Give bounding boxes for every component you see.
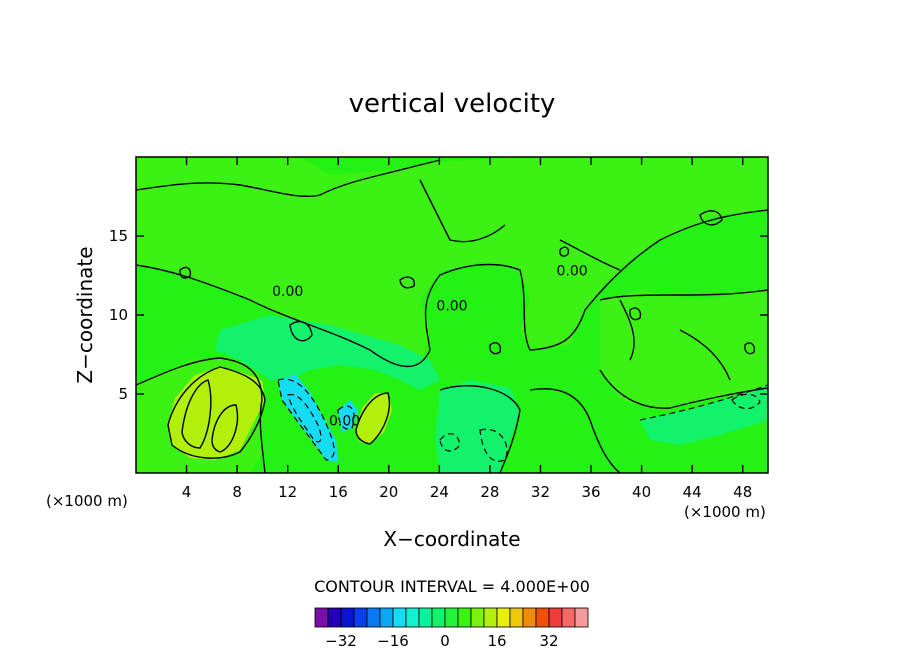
x-tick-label: 44 (683, 483, 702, 501)
colorbar-swatch (405, 607, 420, 628)
y-tick-label: 15 (109, 227, 128, 245)
colorbar-swatch (444, 607, 459, 628)
colorbar-labels: −32 −16 0 16 32 (325, 632, 558, 650)
colorbar-tick-label: 0 (440, 632, 450, 650)
weak-negative-region (215, 315, 440, 390)
plot-field: 0.00 0.00 0.00 0.00 (136, 157, 768, 473)
contour-labels: 0.00 0.00 0.00 0.00 (272, 264, 588, 430)
y-axis-title: Z−coordinate (73, 246, 97, 383)
x-tick-label: 20 (379, 483, 398, 501)
contour-label: 0.00 (329, 414, 360, 430)
colorbar-swatch (379, 607, 394, 628)
colorbar-swatch (392, 607, 407, 628)
weak-negative-region-right (640, 385, 768, 445)
y-axis: 5 10 15 (109, 227, 768, 403)
colorbar (314, 607, 589, 628)
colorbar-swatch (535, 607, 550, 628)
colorbar-swatch (483, 607, 498, 628)
colorbar-swatch (366, 607, 381, 628)
negative-contour-lines (277, 378, 768, 462)
colorbar-swatch (522, 607, 537, 628)
updraft-center (356, 393, 392, 444)
x-tick-label: 40 (632, 483, 651, 501)
x-tick-label: 4 (182, 483, 192, 501)
colorbar-tick-label: −16 (377, 632, 409, 650)
colorbar-swatch (327, 607, 342, 628)
x-axis-title: X−coordinate (383, 527, 520, 551)
x-tick-label: 32 (531, 483, 550, 501)
colorbar-swatch (496, 607, 511, 628)
y-tick-label: 10 (109, 306, 128, 324)
contour-lines (136, 159, 768, 473)
colorbar-tick-label: 16 (487, 632, 506, 650)
colorbar-tick-label: 32 (539, 632, 558, 650)
colorbar-swatch (574, 607, 589, 628)
x-origin-unit: (×1000 m) (46, 492, 128, 510)
colorbar-swatch (314, 607, 329, 628)
x-tick-label: 48 (733, 483, 752, 501)
x-tick-label: 8 (232, 483, 242, 501)
contour-interval: CONTOUR INTERVAL = 4.000E+00 (314, 577, 590, 596)
colorbar-swatch (470, 607, 485, 628)
x-tick-label: 16 (329, 483, 348, 501)
x-tick-label: 28 (480, 483, 499, 501)
weak-positive-region-right (600, 290, 768, 410)
colorbar-swatch (431, 607, 446, 628)
x-tick-label: 36 (581, 483, 600, 501)
colorbar-swatch (548, 607, 563, 628)
chart-title: vertical velocity (349, 89, 556, 119)
x-tick-label: 24 (430, 483, 449, 501)
contour-label: 0.00 (556, 264, 587, 280)
colorbar-swatch (353, 607, 368, 628)
colorbar-swatch (418, 607, 433, 628)
colorbar-swatch (509, 607, 524, 628)
weak-negative-region-center (480, 425, 510, 465)
y-tick-label: 5 (118, 385, 128, 403)
colorbar-tick-label: −32 (325, 632, 357, 650)
x-axis-unit: (×1000 m) (684, 503, 766, 521)
x-tick-label: 12 (278, 483, 297, 501)
colorbar-swatch (457, 607, 472, 628)
contour-label: 0.00 (436, 298, 467, 314)
x-axis: 4 8 12 16 20 24 28 32 36 40 44 48 (182, 157, 752, 501)
contour-label: 0.00 (272, 284, 303, 300)
colorbar-swatch (340, 607, 355, 628)
colorbar-swatch (561, 607, 576, 628)
updraft-left-core-a (182, 380, 212, 448)
downdraft-core (278, 375, 338, 462)
